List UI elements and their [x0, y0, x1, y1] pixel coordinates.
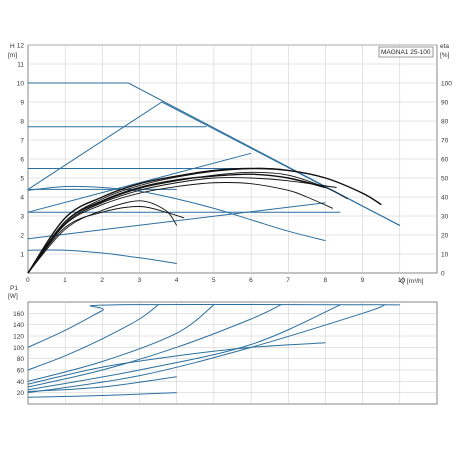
head-curve	[27, 171, 348, 274]
head-control-line	[27, 101, 163, 190]
x-tick-label: 1	[63, 277, 67, 284]
y-tick-label: 4	[20, 195, 24, 202]
y-tick-label: 5	[20, 176, 24, 183]
y2-tick-label: 30	[441, 214, 449, 221]
head-curve	[27, 206, 185, 274]
power-plot-frame	[27, 301, 438, 405]
x-tick-label: 9	[361, 277, 365, 284]
power-curve	[27, 376, 177, 393]
power-axis-label: P1	[10, 285, 18, 292]
x-tick-label: 2	[100, 277, 104, 284]
y2-tick-label: 0	[441, 271, 445, 278]
y-tick-label: 7	[20, 138, 24, 145]
head-control-line	[27, 185, 326, 242]
head-control-line	[27, 152, 252, 213]
y2-tick-label: 10	[441, 252, 449, 259]
x-tick-label: 8	[323, 277, 327, 284]
power-curve	[27, 304, 282, 388]
y-tick-label: 6	[20, 157, 24, 164]
y-tick-label: 10	[17, 81, 25, 88]
head-chart-series	[27, 82, 401, 274]
power-chart-series	[27, 303, 400, 398]
power-curve	[27, 303, 400, 348]
power-tick-label: 120	[13, 334, 24, 341]
head-axis-label: H	[10, 43, 15, 50]
power-curve	[27, 304, 341, 391]
head-axis-unit: [m]	[8, 52, 17, 59]
y-tick-label: 3	[20, 214, 24, 221]
head-control-line	[27, 249, 177, 264]
power-chart-grid: 20 40 60 80 100 120 140 160	[13, 301, 438, 405]
head-curve	[27, 200, 178, 274]
y2-tick-label: 40	[441, 195, 449, 202]
power-axis-unit: [W]	[8, 293, 18, 300]
power-curve	[27, 304, 159, 371]
efficiency-curve	[27, 173, 326, 274]
x-tick-label: 6	[249, 277, 253, 284]
y-tick-label: 12	[17, 43, 25, 50]
y-tick-label: 1	[20, 252, 24, 259]
x-tick-label: 7	[286, 277, 290, 284]
y2-tick-label: 20	[441, 233, 449, 240]
y2-tick-label: 100	[441, 81, 452, 88]
power-curve	[27, 392, 177, 398]
power-tick-label: 40	[17, 379, 25, 386]
power-tick-label: 20	[17, 390, 25, 397]
y-tick-label: 2	[20, 233, 24, 240]
power-curve	[27, 304, 215, 382]
head-control-line	[161, 101, 401, 226]
head-chart-grid: 0 1 2 3 4 5 6 7 8 9 101234567891011120102030405060…	[17, 43, 452, 285]
x-tick-label: 5	[212, 277, 216, 284]
head-curve	[27, 182, 334, 274]
flow-axis-label: Q [m³/h]	[400, 278, 424, 285]
chart-title-box	[378, 46, 434, 58]
power-tick-label: 60	[17, 368, 25, 375]
y2-tick-label: 70	[441, 138, 449, 145]
power-curve	[27, 304, 386, 394]
chart-title: MAGNA1 25-100	[381, 49, 431, 56]
eta-axis-unit: [%]	[440, 52, 450, 59]
y-tick-label: 8	[20, 119, 24, 126]
x-tick-label: 0	[26, 277, 30, 284]
head-curve	[27, 177, 337, 274]
eta-axis-label: eta	[440, 43, 449, 50]
x-tick-label: 10	[398, 277, 406, 284]
y2-tick-label: 80	[441, 119, 449, 126]
x-tick-label: 3	[138, 277, 142, 284]
y2-tick-label: 60	[441, 157, 449, 164]
x-tick-label: 4	[175, 277, 179, 284]
y2-tick-label: 90	[441, 100, 449, 107]
power-tick-label: 140	[13, 322, 24, 329]
y-tick-label: 9	[20, 100, 24, 107]
power-curve	[27, 342, 326, 385]
head-control-line	[27, 202, 326, 240]
power-tick-label: 160	[13, 311, 24, 318]
y-tick-label: 11	[17, 62, 24, 69]
head-curve	[27, 167, 382, 274]
power-tick-label: 100	[13, 345, 24, 352]
efficiency-curve	[27, 167, 382, 274]
power-tick-label: 80	[17, 356, 25, 363]
y2-tick-label: 50	[441, 176, 449, 183]
